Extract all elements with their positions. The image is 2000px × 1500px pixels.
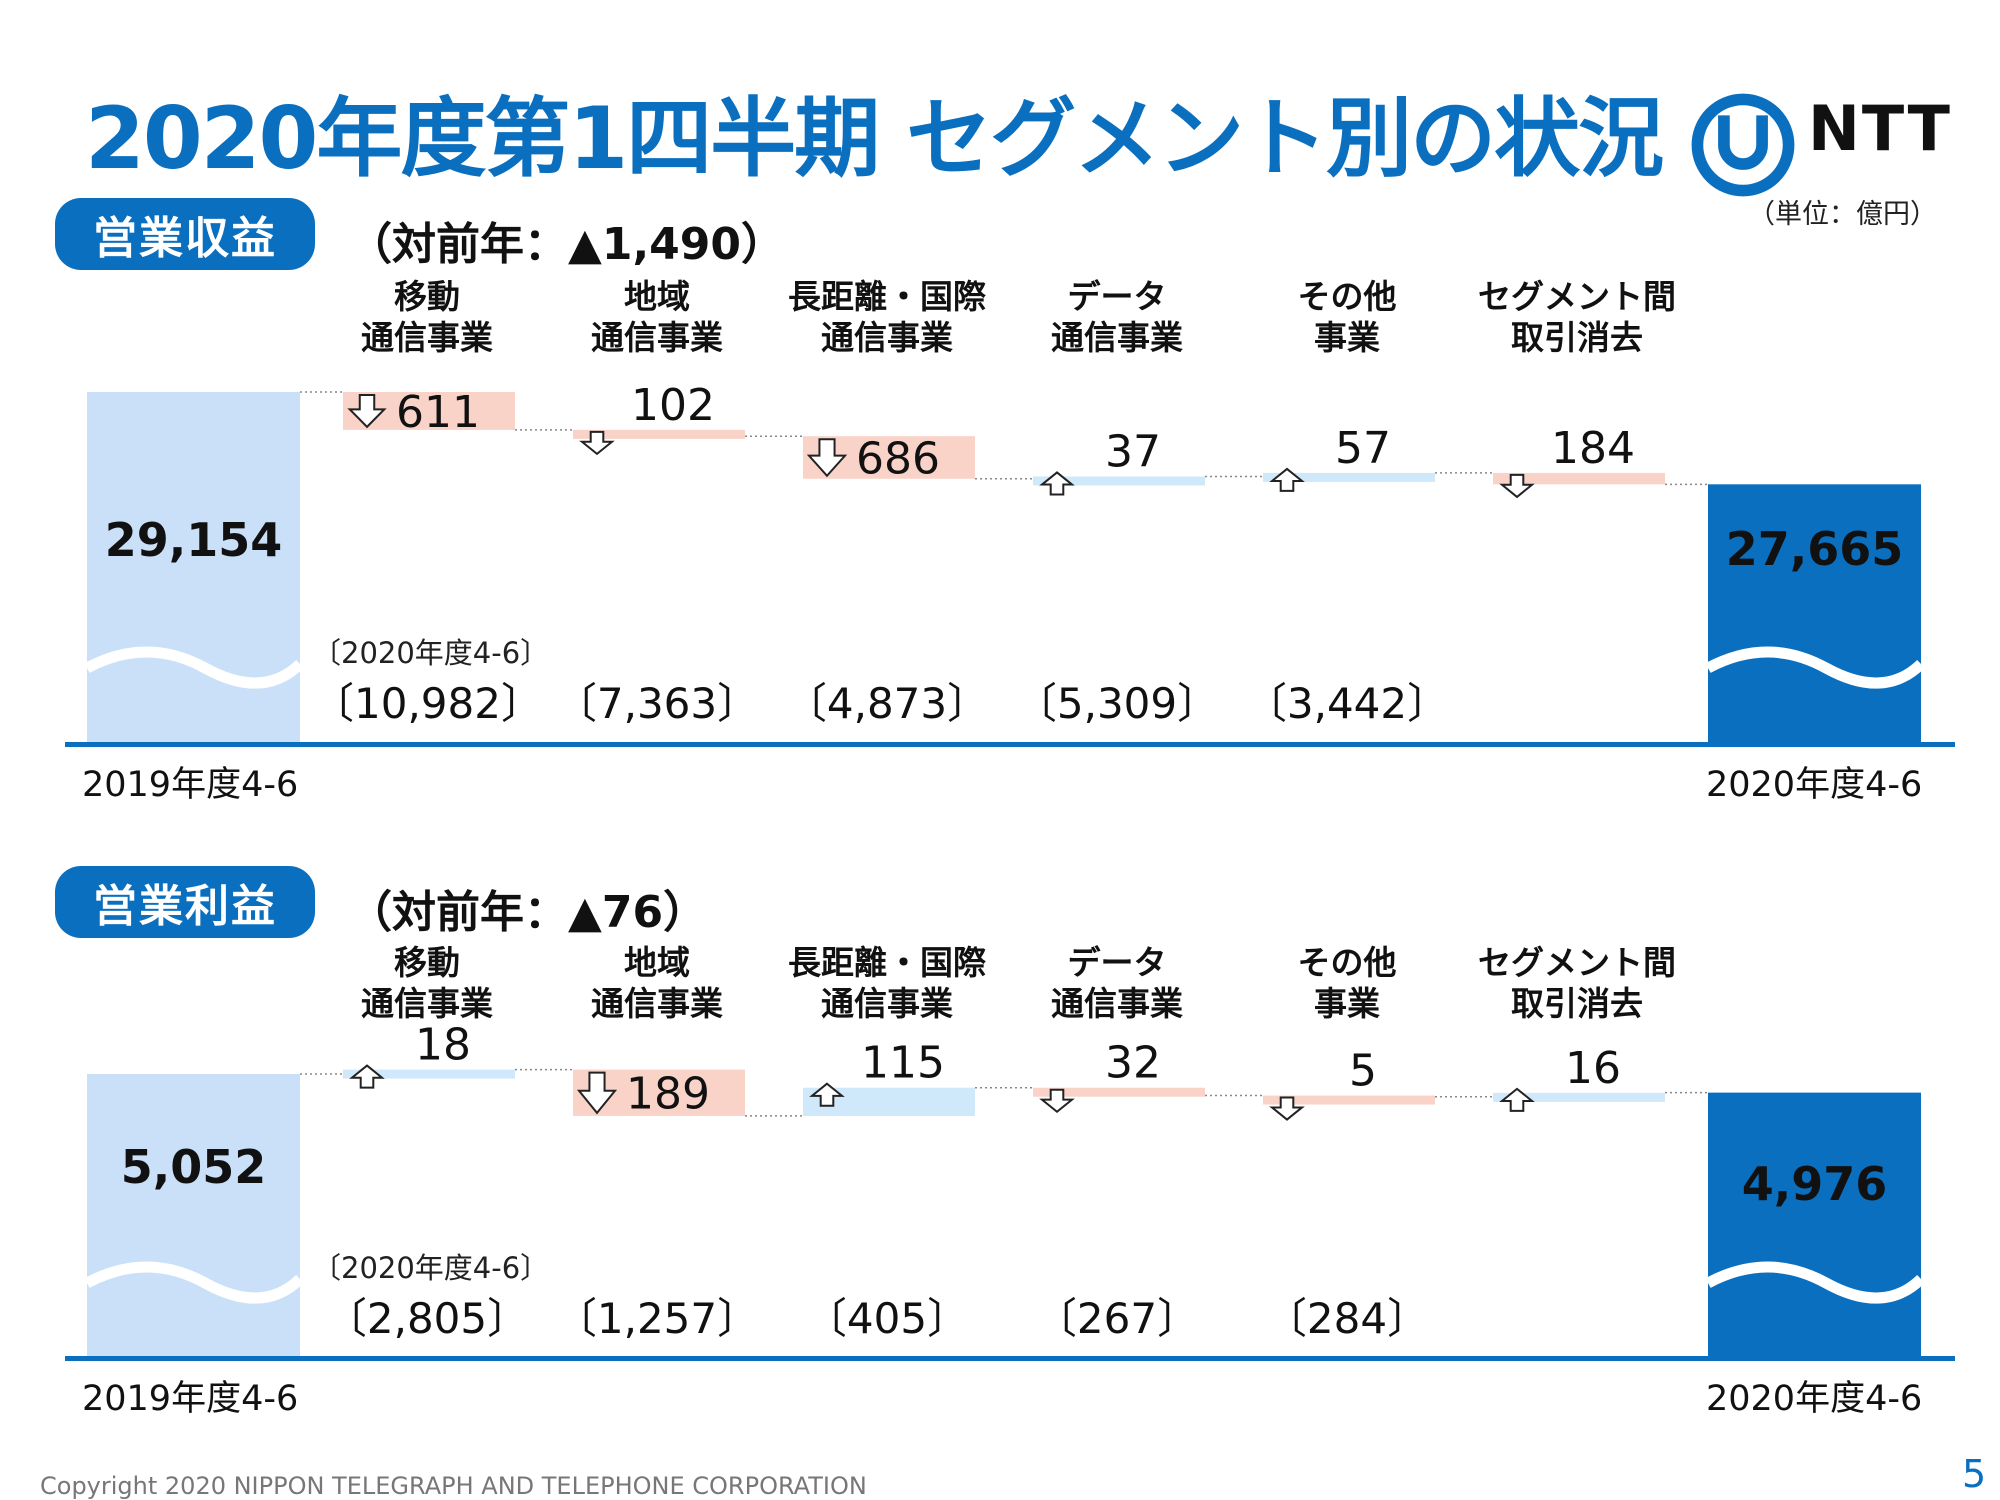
unit-label: （単位：億円） [1748,199,1937,230]
step-value-label: 57 [1335,423,1391,474]
segment-current-value: 〔10,982〕 [312,679,543,728]
step-bar [1493,472,1665,485]
step-value-label: 686 [856,433,940,484]
step-value-label: 115 [861,1038,945,1089]
end-bar [1708,484,1921,742]
arrow-down-icon [576,1071,618,1115]
start-bar-wave [84,646,304,689]
arrow-down-icon [1039,1088,1075,1114]
segment-label: 長距離・国際 通信事業 [788,943,986,1023]
step-value-label: 32 [1105,1038,1161,1089]
step-value-label: 16 [1565,1043,1621,1094]
arrow-up-icon [809,1082,845,1107]
step-value-label: 5 [1349,1046,1377,1097]
segment-label: 地域 通信事業 [591,277,723,357]
period-start-label: 2019年度4-6 [82,765,299,805]
profit-waterfall-chart: 5,052 18 189 115 32 5 16 4,976 [65,1020,1955,1361]
profit-label: 営業利益 [55,866,315,938]
step-value-label: 18 [415,1020,471,1071]
start-value-label: 29,154 [105,513,283,567]
previous-period-note: 〔2020年度4-6〕 [312,636,550,670]
segment-label: データ 通信事業 [1051,943,1183,1023]
page-number: 5 [1962,1452,1987,1496]
segment-current-value: 〔7,363〕 [554,679,760,728]
segment-label: 地域 通信事業 [591,943,723,1023]
step-value-label: 189 [626,1069,710,1120]
segment-label: その他 事業 [1297,277,1397,357]
segment-current-value: 〔2,805〕 [324,1294,530,1343]
arrow-up-icon [1499,1087,1535,1112]
segment-current-value: 〔405〕 [804,1294,970,1343]
step-bar [1263,1095,1435,1105]
page-title: 2020年度第1四半期 セグメント別の状況 [85,89,1664,189]
end-value-label: 27,665 [1726,522,1904,576]
arrow-up-icon [349,1064,385,1089]
segment-current-value: 〔1,257〕 [554,1294,760,1343]
segment-label: セグメント間 取引消去 [1478,277,1676,357]
segment-current-value: 〔267〕 [1034,1294,1200,1343]
start-bar-wave [84,1261,304,1304]
arrow-down-icon [1269,1096,1305,1121]
revenue-yoy: （対前年：▲1,490） [348,219,786,270]
logo-text: NTT [1808,92,1952,165]
arrow-down-icon [347,394,387,429]
step-value-label: 37 [1105,426,1161,477]
segment-label: 移動 通信事業 [361,943,493,1023]
step-bar [1033,1087,1205,1097]
segment-label: セグメント間 取引消去 [1478,943,1676,1023]
revenue-waterfall-chart: 29,154 611 102 686 37 57 184 27,665 [65,380,1955,747]
step-bar [1493,1092,1665,1102]
segment-label: 長距離・国際 通信事業 [788,277,986,357]
step-value-label: 611 [396,387,480,438]
end-bar-wave [1705,646,1925,689]
start-bar [87,1074,300,1356]
arrow-down-icon [1499,473,1535,499]
profit-yoy: （対前年：▲76） [348,887,708,938]
copyright: Copyright 2020 NIPPON TELEGRAPH AND TELE… [40,1472,867,1500]
arrow-up-icon [1269,467,1305,492]
end-bar [1708,1092,1921,1356]
start-bar [87,392,300,742]
step-bar [343,1069,515,1079]
end-value-label: 4,976 [1742,1157,1888,1211]
start-value-label: 5,052 [121,1140,267,1194]
ntt-logo-icon [1691,93,1795,197]
segment-label: 移動 通信事業 [361,277,493,357]
period-start-label: 2019年度4-6 [82,1379,299,1419]
arrow-down-icon [579,430,615,456]
segment-current-value: 〔5,309〕 [1014,679,1220,728]
step-value-label: 102 [631,380,715,431]
step-bar [1263,472,1435,482]
baseline [65,1356,1955,1361]
arrow-down-icon [806,438,848,478]
step-bar [573,429,745,439]
segment-current-value: 〔4,873〕 [784,679,990,728]
segment-label: データ 通信事業 [1051,277,1183,357]
segment-current-value: 〔284〕 [1264,1294,1430,1343]
step-bar [1033,476,1205,486]
arrow-up-icon [1039,471,1075,496]
step-value-label: 184 [1551,423,1635,474]
period-end-label: 2020年度4-6 [1706,1379,1923,1419]
segment-current-value: 〔3,442〕 [1244,679,1450,728]
previous-period-note: 〔2020年度4-6〕 [312,1251,550,1285]
baseline [65,742,1955,747]
period-end-label: 2020年度4-6 [1706,765,1923,805]
revenue-label: 営業収益 [55,198,315,270]
segment-label: その他 事業 [1297,943,1397,1023]
end-bar-wave [1705,1261,1925,1304]
